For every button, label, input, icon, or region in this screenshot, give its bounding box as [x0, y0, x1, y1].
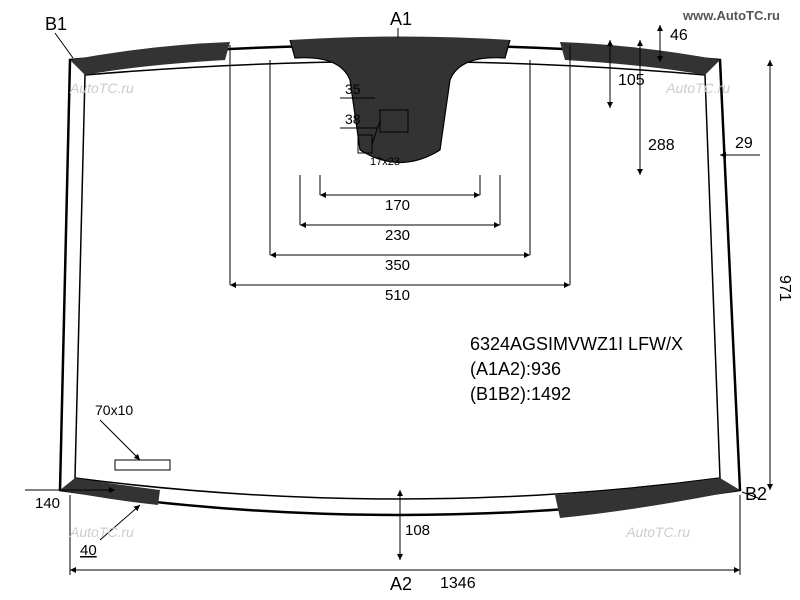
dim-170-label: 170	[385, 197, 410, 214]
dim-288-label: 288	[648, 137, 675, 154]
dim-40-label: 40	[80, 542, 97, 559]
dim-38-label: 38	[345, 111, 361, 127]
shade-top-center	[290, 37, 510, 163]
label-a2: A2	[390, 574, 412, 594]
dim-35-label: 35	[345, 81, 361, 97]
dim-40-leader	[100, 505, 140, 540]
part-a-dim: (A1A2):936	[470, 359, 561, 379]
diagram-container: { "url": "www.AutoTC.ru", "watermarks": …	[0, 0, 800, 600]
vin-window	[115, 460, 170, 470]
dim-29-label: 29	[735, 135, 753, 152]
dim-70x10-leader	[100, 420, 140, 460]
dim-140-label: 140	[35, 495, 60, 512]
dim-108-label: 108	[405, 522, 430, 539]
site-url: www.AutoTC.ru	[683, 8, 780, 23]
shade-bottom-right	[555, 478, 740, 518]
label-b1: B1	[45, 14, 67, 34]
dim-17x23-label: 17x23	[370, 156, 400, 168]
dim-105-label: 105	[618, 72, 645, 89]
part-number: 6324AGSIMVWZ1I LFW/X	[470, 334, 683, 354]
dim-230-label: 230	[385, 227, 410, 244]
dim-510-label: 510	[385, 287, 410, 304]
label-a1: A1	[390, 9, 412, 29]
dim-971-label: 971	[776, 275, 793, 302]
dim-350-label: 350	[385, 257, 410, 274]
part-b-dim: (B1B2):1492	[470, 384, 571, 404]
windshield-diagram: B1 A1 B2 A2 46 105 288 29 971 35 38 17x2…	[0, 0, 800, 600]
dim-70x10-label: 70x10	[95, 402, 133, 418]
dim-46-label: 46	[670, 27, 688, 44]
dim-1346-label: 1346	[440, 575, 476, 592]
